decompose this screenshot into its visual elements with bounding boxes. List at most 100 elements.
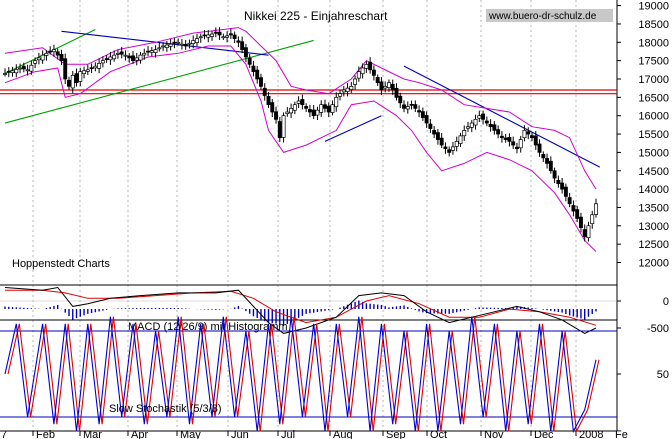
macd-label: MACD (12/26/9) mit Histogramm — [128, 321, 288, 333]
candle-body-115 — [435, 132, 440, 140]
candle-body-112 — [424, 115, 429, 124]
candle-body-97 — [368, 61, 373, 71]
candle-body-18 — [70, 74, 75, 89]
candle-body-118 — [447, 149, 452, 153]
candle-body-20 — [78, 71, 83, 82]
candle-body-41 — [157, 47, 162, 50]
x-tick-label-Mar: Mar — [83, 429, 102, 439]
candle-body-39 — [149, 50, 154, 53]
candle-body-44 — [168, 43, 173, 47]
candle-body-74 — [281, 115, 286, 138]
hoppenstedt-annotation: Hoppenstedt Charts — [12, 258, 110, 270]
candle-body-82 — [311, 109, 316, 117]
candle-body-9 — [36, 57, 41, 61]
x-tick-label-Aug: Aug — [333, 429, 353, 439]
candle-body-116 — [439, 137, 444, 146]
trend-line-3 — [403, 65, 601, 168]
candle-body-88 — [334, 96, 339, 108]
macd-signal-line — [5, 289, 597, 326]
candle-body-152 — [575, 209, 580, 219]
candle-body-120 — [454, 141, 459, 147]
x-tick-label-Apr: Apr — [131, 429, 148, 439]
candle-body-101 — [383, 85, 388, 89]
stoch-k-line — [4, 316, 597, 434]
candle-body-134 — [507, 137, 512, 142]
candle-body-104 — [394, 87, 399, 98]
candle-body-71 — [270, 102, 275, 113]
candle-body-128 — [484, 120, 489, 124]
candle-body-59 — [225, 35, 230, 38]
candle-body-30 — [115, 52, 120, 55]
candle-body-45 — [172, 41, 177, 44]
y-tick-label-15000: 15000 — [638, 147, 669, 159]
x-tick-label-Oct: Oct — [430, 429, 447, 439]
candle-body-141 — [533, 135, 538, 146]
candle-body-19 — [74, 73, 79, 84]
x-tick-label-Jun: Jun — [231, 429, 249, 439]
y-tick-label-16000: 16000 — [638, 111, 669, 123]
y-tick-label-13500: 13500 — [638, 202, 669, 214]
candle-body-150 — [567, 197, 572, 205]
candle-body-10 — [40, 54, 45, 61]
candle-body-69 — [262, 87, 267, 96]
y-tick-label-14500: 14500 — [638, 166, 669, 178]
candle-body-131 — [496, 129, 501, 135]
x-tick-label-May: May — [180, 429, 201, 439]
candle-body-54 — [206, 34, 211, 38]
candle-body-34 — [131, 55, 135, 61]
candle-body-35 — [134, 57, 139, 61]
candle-body-143 — [541, 154, 546, 159]
candle-body-31 — [119, 51, 124, 55]
stoch-label: Slow Stochastik (5/3/3) — [109, 403, 222, 415]
macd-tick-label-0: 0 — [663, 296, 669, 308]
candle-body-106 — [402, 104, 406, 109]
macd-line — [4, 286, 597, 334]
candle-body-49 — [187, 42, 192, 45]
candle-body-144 — [545, 158, 550, 164]
candle-body-121 — [458, 135, 463, 144]
candle-body-75 — [285, 111, 290, 114]
x-tick-label-Dec: Dec — [534, 429, 554, 439]
lower-bollinger-band — [4, 45, 597, 252]
candle-body-63 — [240, 41, 245, 50]
candle-body-92 — [349, 85, 354, 90]
candle-body-119 — [451, 146, 455, 151]
candle-body-108 — [409, 104, 414, 106]
candle-body-148 — [560, 182, 565, 190]
candle-body-149 — [563, 186, 568, 197]
candle-body-109 — [413, 104, 418, 109]
candle-body-67 — [255, 69, 260, 80]
candle-body-113 — [428, 123, 433, 129]
candle-body-133 — [503, 137, 508, 140]
candle-body-0 — [3, 73, 7, 75]
candle-body-93 — [353, 78, 358, 85]
candle-body-81 — [307, 109, 312, 113]
candle-body-130 — [492, 124, 497, 131]
x-tick-label-Jul: Jul — [281, 429, 295, 439]
trend-line-4 — [324, 115, 382, 142]
candle-body-6 — [25, 69, 30, 72]
candle-body-22 — [85, 69, 90, 72]
candle-body-68 — [259, 77, 263, 87]
candle-body-151 — [571, 205, 576, 212]
candle-body-46 — [176, 41, 181, 44]
candle-body-122 — [462, 130, 467, 137]
candle-body-86 — [326, 105, 331, 113]
stoch-tick-label-0: 50 — [657, 369, 669, 381]
candle-body-56 — [213, 31, 218, 34]
candle-body-11 — [44, 52, 49, 56]
stoch-d-line — [7, 316, 600, 434]
candle-body-64 — [243, 47, 248, 58]
y-tick-label-17500: 17500 — [638, 56, 669, 68]
candle-body-61 — [232, 34, 237, 39]
candle-body-17 — [67, 79, 71, 87]
y-tick-label-16500: 16500 — [638, 92, 669, 104]
candle-body-5 — [21, 65, 26, 70]
candle-body-42 — [161, 45, 166, 48]
candle-body-138 — [522, 130, 527, 139]
candle-body-137 — [518, 139, 523, 149]
candle-body-79 — [300, 99, 305, 106]
candle-body-139 — [526, 131, 531, 135]
candle-body-15 — [59, 54, 64, 62]
candle-body-70 — [266, 95, 271, 106]
